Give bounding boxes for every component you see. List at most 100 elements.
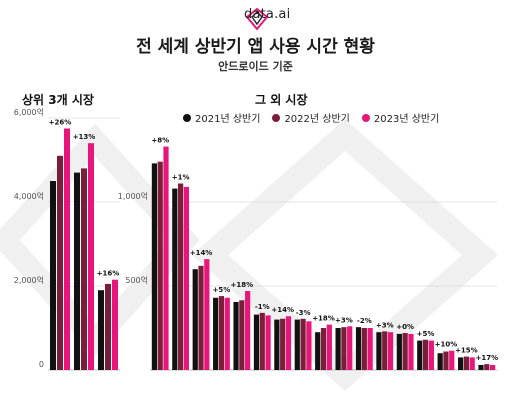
bar-others-cat5-s2 bbox=[265, 315, 271, 370]
y-tick-label-top3-1: 2,000억 bbox=[14, 275, 44, 285]
bar-others-cat6-s2 bbox=[285, 316, 292, 370]
bar-others-cat11-s2 bbox=[387, 332, 394, 370]
bar-others-cat7-s2 bbox=[306, 321, 312, 370]
data-label-others-cat1: +1% bbox=[172, 174, 190, 182]
panel-title-others: 그 외 시장 bbox=[255, 93, 308, 107]
legend-dot-2023 bbox=[361, 113, 370, 122]
bar-others-cat6-s1 bbox=[280, 318, 286, 370]
data-label-others-cat5: -1% bbox=[255, 303, 270, 311]
brand-name: data.ai bbox=[244, 7, 291, 22]
data-label-top3-cat1: +13% bbox=[73, 133, 96, 141]
bar-others-cat11-s1 bbox=[382, 331, 388, 370]
bar-others-cat8-s1 bbox=[320, 328, 327, 370]
data-label-others-cat14: +10% bbox=[435, 341, 458, 349]
bar-others-cat8-s0 bbox=[315, 332, 321, 370]
bar-others-cat5-s1 bbox=[259, 312, 265, 370]
bar-others-cat7-s1 bbox=[300, 318, 306, 370]
bar-others-cat4-s0 bbox=[233, 301, 239, 370]
data-label-others-cat2: +14% bbox=[190, 249, 213, 257]
bar-others-cat15-s0 bbox=[457, 357, 464, 370]
bar-others-cat13-s1 bbox=[422, 339, 429, 370]
bar-others-cat14-s2 bbox=[449, 350, 455, 370]
bar-others-cat16-s0 bbox=[478, 364, 484, 370]
data-label-others-cat3: +5% bbox=[213, 286, 231, 294]
y-tick-label-top3-3: 6,000억 bbox=[14, 107, 44, 117]
bar-others-cat5-s0 bbox=[253, 314, 260, 370]
data-label-others-cat0: +8% bbox=[151, 137, 169, 145]
bar-others-cat3-s2 bbox=[224, 297, 230, 370]
bar-others-cat3-s1 bbox=[218, 296, 225, 370]
data-label-top3-cat2: +16% bbox=[97, 270, 120, 278]
bar-others-cat9-s0 bbox=[335, 328, 341, 370]
bar-others-cat9-s2 bbox=[347, 326, 353, 370]
data-label-others-cat8: +18% bbox=[312, 315, 335, 323]
data-label-others-cat15: +15% bbox=[455, 347, 478, 355]
bar-others-cat12-s1 bbox=[402, 333, 408, 370]
bar-top3-cat1-s2 bbox=[88, 143, 94, 370]
watermark-diamond-right bbox=[191, 118, 499, 392]
legend-label-2023: 2023년 상반기 bbox=[373, 114, 440, 125]
diamond-logo-icon bbox=[245, 7, 269, 31]
bar-others-cat15-s2 bbox=[469, 357, 475, 370]
bar-others-cat4-s2 bbox=[245, 291, 251, 370]
legend-item-2021: 2021년 상반기 bbox=[183, 110, 260, 125]
data-label-others-cat12: +0% bbox=[396, 323, 414, 331]
bar-others-cat1-s1 bbox=[178, 183, 184, 370]
bar-others-cat13-s2 bbox=[428, 340, 434, 370]
bar-others-cat13-s0 bbox=[417, 340, 423, 370]
bar-others-cat14-s0 bbox=[437, 353, 443, 370]
bar-others-cat11-s0 bbox=[376, 332, 382, 370]
y-tick-label-top3-0: 0 bbox=[39, 360, 44, 369]
bar-others-cat2-s1 bbox=[198, 265, 204, 370]
bar-others-cat0-s2 bbox=[163, 146, 169, 370]
y-tick-label-others-1: 1,000억 bbox=[118, 191, 148, 201]
y-tick-label-top3-2: 4,000억 bbox=[14, 191, 44, 201]
bar-others-cat6-s0 bbox=[274, 319, 280, 370]
bar-top3-cat0-s1 bbox=[57, 155, 63, 370]
bar-others-cat16-s1 bbox=[484, 364, 490, 370]
bar-top3-cat0-s0 bbox=[50, 181, 56, 370]
bar-others-cat8-s2 bbox=[326, 324, 332, 370]
bar-others-cat1-s2 bbox=[183, 186, 190, 370]
data-label-others-cat13: +5% bbox=[417, 330, 435, 338]
chart-legend: 2021년 상반기 2022년 상반기 2023년 상반기 bbox=[183, 110, 439, 125]
bar-others-cat3-s0 bbox=[213, 297, 219, 370]
bar-top3-cat2-s1 bbox=[105, 283, 111, 370]
bar-others-cat1-s0 bbox=[172, 188, 178, 370]
bar-top3-cat2-s0 bbox=[98, 290, 104, 370]
bar-others-cat14-s1 bbox=[443, 351, 449, 370]
bar-top3-cat2-s2 bbox=[112, 279, 118, 370]
bar-top3-cat0-s2 bbox=[64, 128, 70, 370]
data-label-others-cat4: +18% bbox=[231, 281, 254, 289]
panel-title-top3: 상위 3개 시장 bbox=[22, 93, 94, 107]
legend-dot-2022 bbox=[272, 113, 281, 122]
bar-top3-cat1-s0 bbox=[74, 172, 80, 370]
data-label-others-cat6: +14% bbox=[271, 306, 294, 314]
legend-item-2022: 2022년 상반기 bbox=[272, 110, 350, 125]
legend-dot-2021 bbox=[183, 113, 191, 122]
bar-others-cat2-s0 bbox=[192, 269, 198, 370]
bar-top3-cat1-s1 bbox=[81, 168, 87, 370]
legend-label-2021: 2021년 상반기 bbox=[195, 114, 261, 125]
page-title: 전 세계 상반기 앱 사용 시간 현황 bbox=[136, 37, 375, 57]
bar-others-cat12-s0 bbox=[396, 333, 402, 370]
data-label-others-cat9: +3% bbox=[335, 316, 353, 324]
data-label-others-cat7: -3% bbox=[296, 309, 311, 317]
bar-others-cat16-s2 bbox=[489, 364, 496, 370]
legend-item-2023: 2023년 상반기 bbox=[361, 110, 440, 125]
y-tick-label-others-0: 500억 bbox=[125, 275, 148, 285]
bar-others-cat7-s0 bbox=[294, 319, 300, 370]
bar-others-cat9-s1 bbox=[341, 327, 347, 370]
bar-others-cat10-s0 bbox=[355, 327, 362, 370]
legend-label-2022: 2022년 상반기 bbox=[284, 114, 350, 125]
bar-others-cat0-s0 bbox=[151, 163, 158, 370]
bar-others-cat12-s2 bbox=[408, 333, 414, 370]
bar-others-cat15-s1 bbox=[463, 356, 469, 370]
bar-others-cat2-s2 bbox=[204, 259, 210, 370]
bar-others-cat10-s2 bbox=[367, 328, 373, 370]
data-label-others-cat10: -2% bbox=[357, 317, 372, 325]
data-label-top3-cat0: +26% bbox=[49, 119, 72, 127]
page-subtitle: 안드로이드 기준 bbox=[218, 60, 293, 73]
data-label-others-cat11: +3% bbox=[376, 321, 394, 329]
